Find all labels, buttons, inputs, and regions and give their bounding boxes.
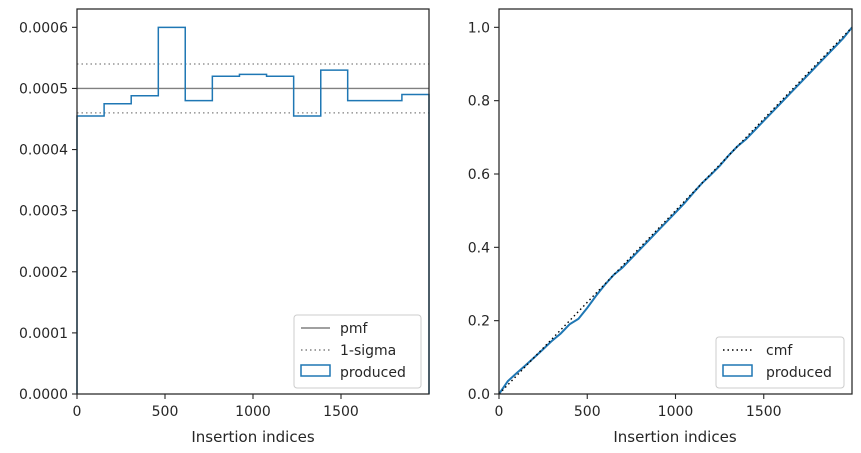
pmf-y-ticks: 0.0000 0.0001 0.0002 0.0003 0.0004 0.0005 0.00…: [19, 20, 77, 403]
pmf-x-tick-label: 0: [73, 404, 82, 420]
cmf-y-tick-label: 0.2: [468, 314, 490, 330]
pmf-x-tick-label: 1000: [235, 404, 271, 420]
cmf-y-tick-label: 0.4: [468, 240, 490, 256]
cmf-line: [498, 26, 853, 395]
legend-produced-label: produced: [340, 365, 406, 381]
pmf-y-tick-label: 0.0001: [19, 326, 68, 342]
cmf-y-tick-label: 0.6: [468, 167, 490, 183]
pmf-legend-box: [293, 314, 422, 389]
cmf-x-tick-label: 500: [574, 404, 601, 420]
pmf-y-tick-label: 0.0003: [19, 204, 68, 220]
cmf-y-tick-label: 0.0: [468, 387, 490, 403]
legend-produced-swatch: [722, 364, 753, 377]
cmf-axes-frame: [498, 8, 853, 395]
pmf-y-tick-label: 0.0005: [19, 81, 68, 97]
cmf-x-tick-label: 1000: [658, 404, 694, 420]
cmf-x-tick-label: 0: [495, 404, 504, 420]
produced-cumulative-line: [498, 26, 853, 395]
legend-produced-label: produced: [766, 365, 832, 381]
pmf-x-ticks: 0 500 1000 1500: [73, 394, 359, 420]
cmf-y-tick-label: 1.0: [468, 20, 490, 36]
pmf-plot-area: [76, 26, 430, 394]
cmf-x-axis-label: Insertion indices: [613, 428, 736, 446]
pmf-x-tick-label: 500: [152, 404, 179, 420]
legend-pmf-label: pmf: [340, 321, 369, 337]
produced-histogram: [76, 26, 430, 394]
cmf-y-ticks: 0.0 0.2 0.4 0.6 0.8 1.0: [468, 20, 499, 403]
cmf-y-tick-label: 0.8: [468, 94, 490, 110]
cmf-legend: cmf produced: [715, 336, 845, 389]
legend-cmf-label: cmf: [766, 343, 793, 359]
cmf-x-tick-label: 1500: [746, 404, 782, 420]
cmf-plot-area: [498, 26, 853, 395]
pmf-x-axis-label: Insertion indices: [191, 428, 314, 446]
pmf-y-tick-label: 0.0002: [19, 265, 68, 281]
cmf-panel: 0 500 1000 1500 0.0 0.2 0.4 0.6 0.8 1.0 Insertio…: [468, 8, 853, 446]
pmf-x-tick-label: 1500: [323, 404, 359, 420]
pmf-legend: pmf 1-sigma produced: [293, 314, 422, 389]
legend-1-sigma-label: 1-sigma: [340, 343, 396, 359]
pmf-y-tick-label: 0.0004: [19, 143, 68, 159]
legend-produced-swatch: [300, 364, 331, 377]
cmf-x-ticks: 0 500 1000 1500: [495, 394, 782, 420]
pmf-y-tick-label: 0.0006: [19, 20, 68, 36]
pmf-panel: 0 500 1000 1500 0.00000.00010.00020.00030.0…: [19, 8, 430, 446]
pmf-y-tick-label: 0.0000: [19, 387, 68, 403]
